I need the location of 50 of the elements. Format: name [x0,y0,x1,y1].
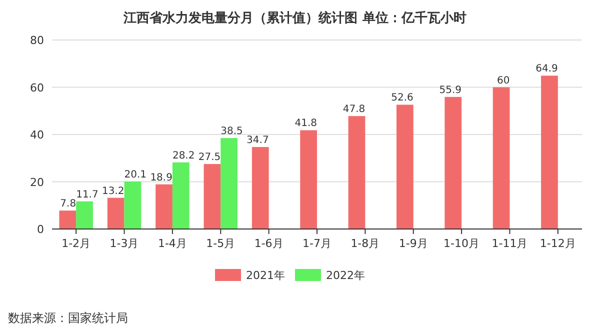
bar [396,104,414,229]
x-tick-label: 1-4月 [158,237,187,250]
bar [156,184,172,229]
x-tick-label: 1-6月 [254,237,284,250]
data-label: 47.8 [342,104,366,116]
x-tick-label: 1-9月 [398,237,428,250]
bar [124,182,142,229]
bar [172,162,190,229]
data-label: 18.9 [150,172,172,184]
bar [204,164,221,229]
legend-label: 2022年 [326,269,365,282]
x-tick-label: 1-10月 [444,237,480,250]
data-label: 27.5 [198,152,221,164]
data-label: 34.7 [246,135,269,146]
legend-label: 2021年 [246,269,285,282]
y-tick-label: 20 [30,176,44,189]
bar [492,87,510,229]
bar [541,76,558,229]
bar [252,147,269,229]
bar [300,130,317,229]
data-label: 60 [496,75,510,86]
data-label: 38.5 [220,126,243,138]
bar [59,210,76,229]
bar [107,198,124,229]
x-tick-label: 1-8月 [350,237,380,250]
data-label: 64.9 [536,64,558,75]
x-tick-label: 1-3月 [110,237,139,250]
source-note: 数据来源：国家统计局 [8,311,128,325]
data-label: 41.8 [294,118,317,130]
x-tick-label: 1-7月 [302,237,332,250]
x-tick-label: 1-5月 [206,237,236,250]
x-tick-label: 1-11月 [492,237,528,250]
data-label: 7.8 [60,198,76,210]
y-tick-label: 40 [30,128,44,142]
bar [444,96,462,229]
data-label: 20.1 [124,170,147,181]
bar [220,138,238,229]
data-label: 28.2 [172,150,195,162]
bar [348,116,366,229]
data-label: 52.6 [391,92,414,104]
data-label: 55.9 [439,84,462,96]
chart-title: 江西省水力发电量分月（累计值）统计图 单位：亿千瓦小时 [122,10,466,26]
y-tick-label: 80 [30,34,44,47]
y-tick-label: 0 [37,223,44,236]
x-tick-label: 1-12月 [540,237,576,250]
bar [76,201,93,229]
data-label: 11.7 [76,189,98,200]
x-tick-label: 1-2月 [62,237,91,250]
y-tick-label: 60 [30,81,44,94]
data-label: 13.2 [102,186,124,197]
